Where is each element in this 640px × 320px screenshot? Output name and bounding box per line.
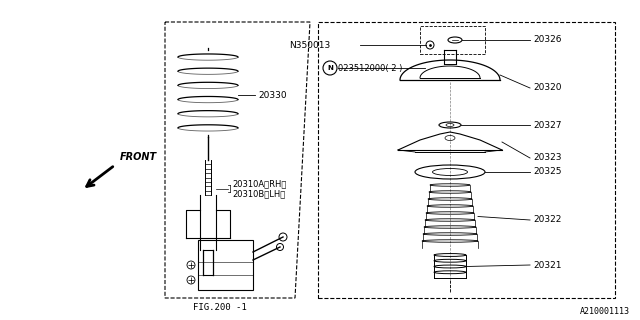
Text: 20327: 20327	[533, 121, 561, 130]
Text: 20330: 20330	[258, 91, 287, 100]
Text: 20322: 20322	[533, 215, 561, 225]
Text: FIG.200 -1: FIG.200 -1	[193, 303, 247, 313]
Text: 20326: 20326	[533, 36, 561, 44]
Text: 20310B〈LH〉: 20310B〈LH〉	[232, 189, 285, 198]
Text: 023512000( 2 ): 023512000( 2 )	[338, 63, 403, 73]
Text: N: N	[327, 65, 333, 71]
Text: N350013: N350013	[289, 41, 330, 50]
Bar	[198, 240, 253, 290]
Text: 20320: 20320	[533, 84, 561, 92]
Text: 20325: 20325	[533, 167, 561, 177]
Text: 20310A〈RH〉: 20310A〈RH〉	[232, 180, 286, 188]
Text: FRONT: FRONT	[120, 152, 157, 162]
Text: 20321: 20321	[533, 260, 561, 269]
Text: A210001113: A210001113	[580, 308, 630, 316]
Text: 20323: 20323	[533, 154, 561, 163]
